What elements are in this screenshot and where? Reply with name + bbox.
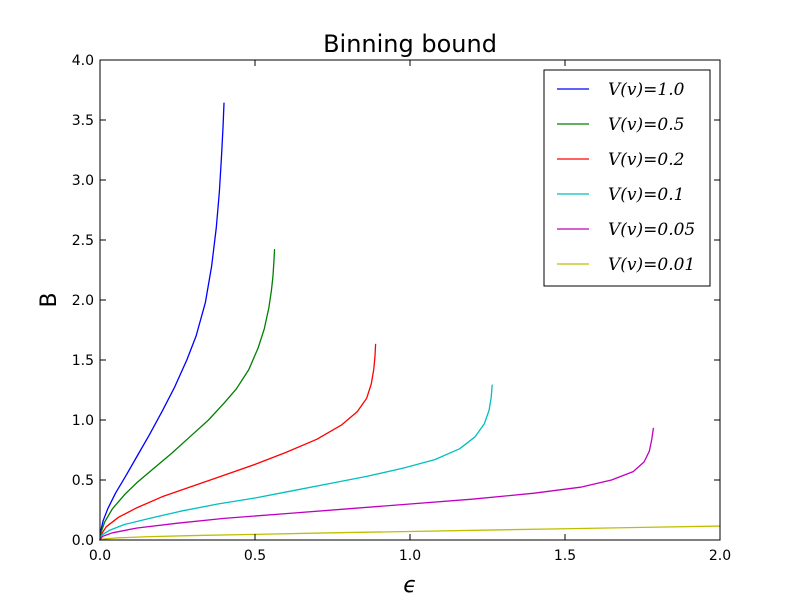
series-layer <box>99 102 721 541</box>
x-tick-label: 1.5 <box>554 548 576 564</box>
series-line-0 <box>99 102 225 541</box>
legend-label-0: V(v)=1.0 <box>608 80 685 100</box>
y-tick-label: 1.5 <box>72 353 94 369</box>
x-tick-label: 1.0 <box>399 548 421 564</box>
series-line-5 <box>99 525 721 541</box>
y-tick-label: 2.5 <box>72 233 94 249</box>
y-tick-label: 3.5 <box>72 113 94 129</box>
legend-label-5: V(v)=0.01 <box>608 255 695 275</box>
y-tick-label: 0.5 <box>72 473 94 489</box>
legend-entries: V(v)=1.0 V(v)=0.5 V(v)=0.2 V(v)=0.1 V(v)=0.0… <box>557 80 695 275</box>
y-tick-label: 2.0 <box>72 293 94 309</box>
series-line-4 <box>99 427 654 541</box>
x-tick-label: 2.0 <box>709 548 731 564</box>
x-tick-label: 0.0 <box>89 548 111 564</box>
series-line-2 <box>99 343 377 541</box>
legend-label-2: V(v)=0.2 <box>608 150 684 170</box>
x-tick-label: 0.5 <box>244 548 266 564</box>
x-axis-label: ϵ <box>403 573 417 598</box>
y-tick-label: 3.0 <box>72 173 94 189</box>
chart-title: Binning bound <box>323 30 497 58</box>
legend: V(v)=1.0 V(v)=0.5 V(v)=0.2 V(v)=0.1 V(v)=0.0… <box>543 69 711 287</box>
legend-box <box>543 69 711 287</box>
tick-layer: 0.0 0.5 1.0 1.5 2.0 0.0 0.5 1.0 1.5 2.0 2.5 3.0 3.5 4… <box>72 53 731 564</box>
legend-label-4: V(v)=0.05 <box>608 220 695 240</box>
y-tick-label: 0.0 <box>72 533 94 549</box>
legend-label-3: V(v)=0.1 <box>608 185 684 205</box>
series-line-1 <box>99 248 276 541</box>
legend-label-1: V(v)=0.5 <box>608 115 684 135</box>
y-axis-label: B <box>37 292 62 307</box>
y-tick-label: 1.0 <box>72 413 94 429</box>
y-tick-label: 4.0 <box>72 53 94 69</box>
series-line-3 <box>99 384 493 541</box>
